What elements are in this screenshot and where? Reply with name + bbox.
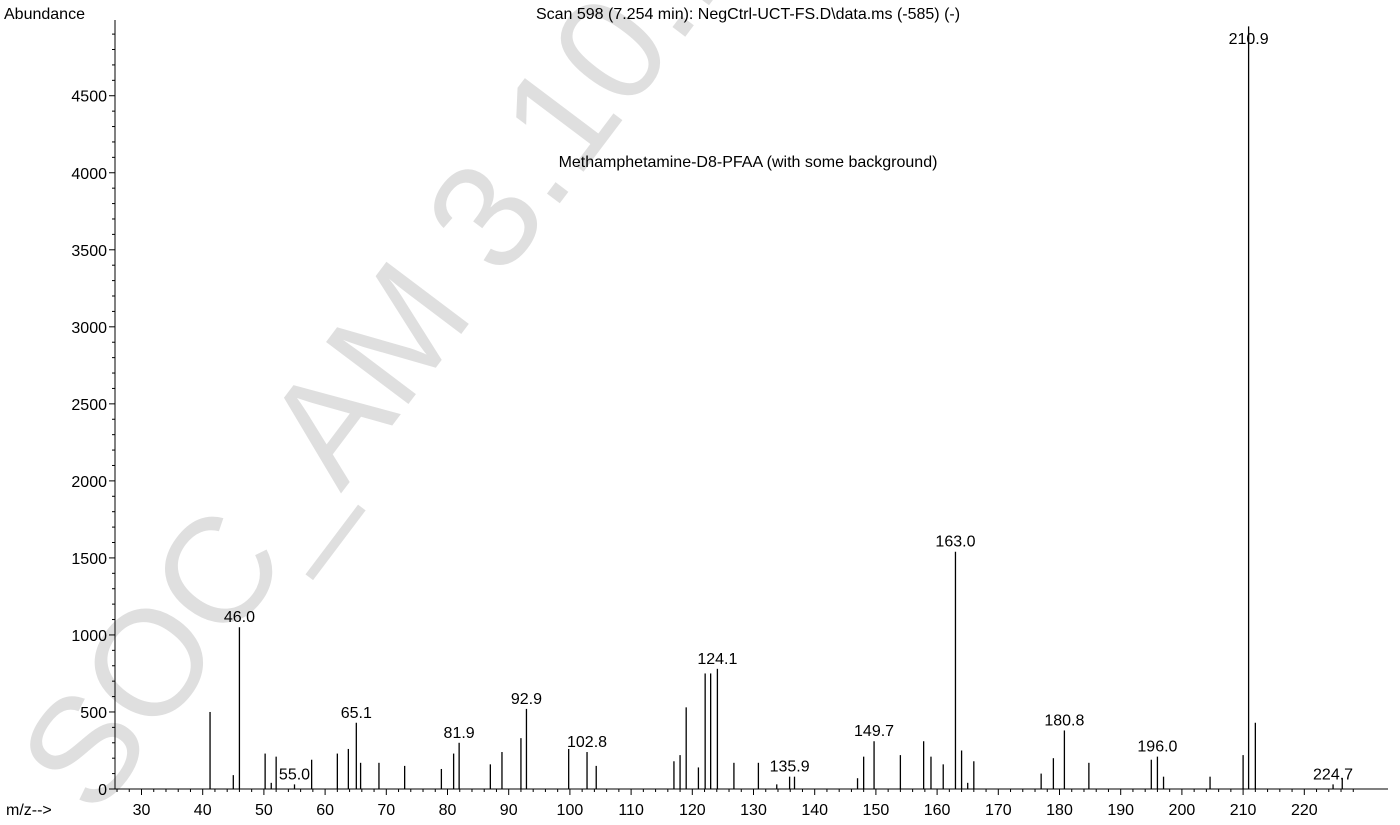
x-tick-label-110: 110 [618, 802, 644, 819]
x-tick-label-200: 200 [1169, 802, 1196, 819]
peak-label-92.9: 92.9 [511, 691, 542, 708]
x-tick-label-70: 70 [377, 802, 395, 819]
peak-label-224.7: 224.7 [1313, 766, 1353, 783]
y-tick-label-2500: 2500 [71, 397, 107, 414]
x-tick-label-160: 160 [924, 802, 951, 819]
peak-label-55.0: 55.0 [279, 766, 310, 783]
x-tick-label-50: 50 [255, 802, 273, 819]
spectrum-peaks [209, 26, 1343, 789]
peak-labels: 46.0 55.0 65.1 81.9 92.9 102.8 124.1 135.9 149.7… [224, 31, 1353, 783]
peak-label-65.1: 65.1 [341, 705, 372, 722]
peak-label-46.0: 46.0 [224, 609, 255, 626]
x-tick-label-150: 150 [863, 802, 890, 819]
x-tick-label-220: 220 [1291, 802, 1318, 819]
peak-label-81.9: 81.9 [444, 725, 475, 742]
y-tick-label-4000: 4000 [71, 166, 107, 183]
y-tick-label-1500: 1500 [71, 551, 107, 568]
y-tick-label-4500: 4500 [71, 89, 107, 106]
y-ticks: 0 500 1000 1500 2000 2500 3000 3500 4000 4500 [71, 89, 115, 799]
x-ticks: 30 40 50 60 70 80 90 100 110 120 130 140 150 160 170 18… [133, 789, 1318, 819]
x-tick-label-130: 130 [740, 802, 767, 819]
x-minor-ticks [116, 789, 1354, 792]
y-tick-label-2000: 2000 [71, 474, 107, 491]
x-tick-label-180: 180 [1046, 802, 1073, 819]
x-tick-label-190: 190 [1107, 802, 1134, 819]
peak-label-124.1: 124.1 [697, 651, 737, 668]
x-tick-label-170: 170 [985, 802, 1012, 819]
peak-label-163.0: 163.0 [935, 534, 975, 551]
x-tick-label-80: 80 [439, 802, 457, 819]
x-axis-label: m/z--> [6, 802, 52, 819]
x-tick-label-120: 120 [679, 802, 706, 819]
y-tick-label-1000: 1000 [71, 628, 107, 645]
peak-label-210.9: 210.9 [1229, 31, 1269, 48]
peak-label-102.8: 102.8 [567, 734, 607, 751]
x-tick-label-140: 140 [801, 802, 828, 819]
x-tick-label-210: 210 [1230, 802, 1257, 819]
x-tick-label-30: 30 [133, 802, 151, 819]
y-minor-ticks [112, 33, 115, 775]
peak-label-180.8: 180.8 [1044, 712, 1084, 729]
y-tick-label-3000: 3000 [71, 320, 107, 337]
chart-title: Scan 598 (7.254 min): NegCtrl-UCT-FS.D\d… [536, 6, 960, 23]
y-axis-label: Abundance [4, 6, 85, 23]
chart-annotation: Methamphetamine-D8-PFAA (with some backg… [559, 154, 938, 171]
x-tick-label-90: 90 [500, 802, 518, 819]
y-tick-label-3500: 3500 [71, 243, 107, 260]
peak-label-135.9: 135.9 [770, 759, 810, 776]
y-tick-label-0: 0 [98, 782, 107, 799]
peak-label-196.0: 196.0 [1137, 739, 1177, 756]
x-tick-label-100: 100 [557, 802, 584, 819]
y-tick-label-500: 500 [80, 705, 107, 722]
peak-label-149.7: 149.7 [854, 723, 894, 740]
x-tick-label-60: 60 [316, 802, 334, 819]
x-tick-label-40: 40 [194, 802, 212, 819]
